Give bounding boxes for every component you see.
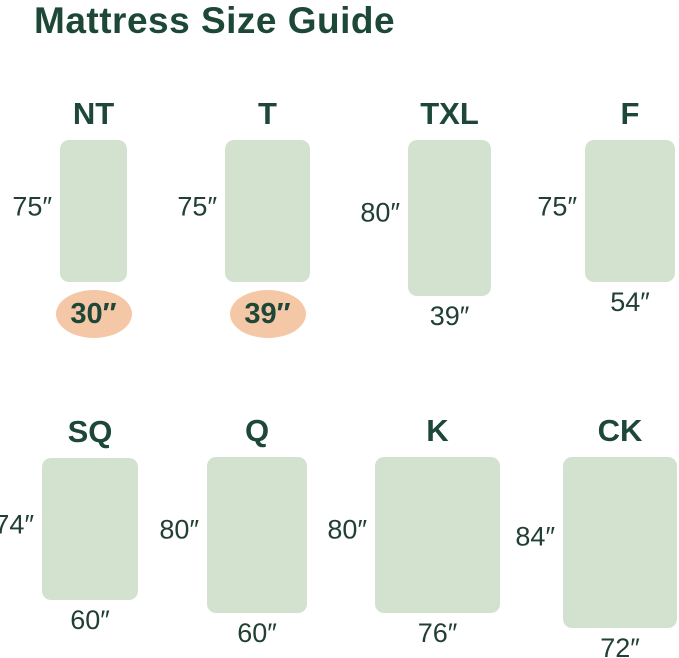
width-label: 39″: [244, 297, 291, 330]
page-title: Mattress Size Guide: [34, 0, 396, 41]
mattress-rect: [563, 457, 677, 628]
width-label: 60″: [70, 605, 110, 635]
height-label: 80″: [159, 514, 199, 545]
width-label: 39″: [429, 301, 470, 331]
mattress-group-ck: CK 84″ 72″: [515, 415, 677, 658]
mattress-name-label: CK: [597, 413, 643, 448]
height-label: 80″: [327, 514, 367, 545]
mattress-group-txl: TXL 80″ 39″: [360, 98, 491, 330]
mattress-name-label: NT: [72, 96, 115, 131]
mattress-name-label: SQ: [67, 414, 113, 449]
mattress-name-label: T: [258, 96, 277, 131]
width-label: 72″: [600, 633, 640, 658]
mattress-group-k: K 80″ 76″: [327, 415, 500, 647]
mattress-group-t: T 75″ 39″: [177, 98, 310, 338]
mattress-rect: [225, 140, 310, 282]
height-label: 75″: [537, 191, 577, 222]
mattress-group-f: F 75″ 54″: [537, 98, 675, 316]
height-label: 75″: [177, 191, 217, 222]
mattress-group-nt: NT 75″ 30″: [12, 98, 132, 338]
mattress-group-q: Q 80″ 60″: [159, 415, 307, 647]
width-highlight-ellipse: 30″: [55, 290, 132, 338]
mattress-name-label: Q: [244, 413, 270, 448]
width-label: 30″: [70, 297, 117, 330]
height-label: 74″: [0, 509, 34, 540]
width-label: 76″: [417, 618, 458, 648]
width-highlight-ellipse: 39″: [229, 290, 306, 338]
mattress-name-label: K: [426, 413, 449, 448]
width-label: 60″: [237, 618, 277, 648]
mattress-name-label: F: [620, 96, 640, 131]
mattress-rect: [408, 140, 491, 296]
mattress-rect: [42, 458, 138, 600]
mattress-rect: [375, 457, 500, 613]
mattress-rect: [585, 140, 675, 282]
width-label: 54″: [610, 287, 650, 317]
height-label: 75″: [12, 191, 52, 222]
height-label: 80″: [360, 197, 400, 228]
mattress-rect: [207, 457, 307, 613]
mattress-name-label: TXL: [420, 96, 479, 131]
mattress-rect: [60, 140, 127, 282]
mattress-group-sq: SQ 74″ 60″: [0, 416, 138, 634]
height-label: 84″: [515, 521, 555, 552]
